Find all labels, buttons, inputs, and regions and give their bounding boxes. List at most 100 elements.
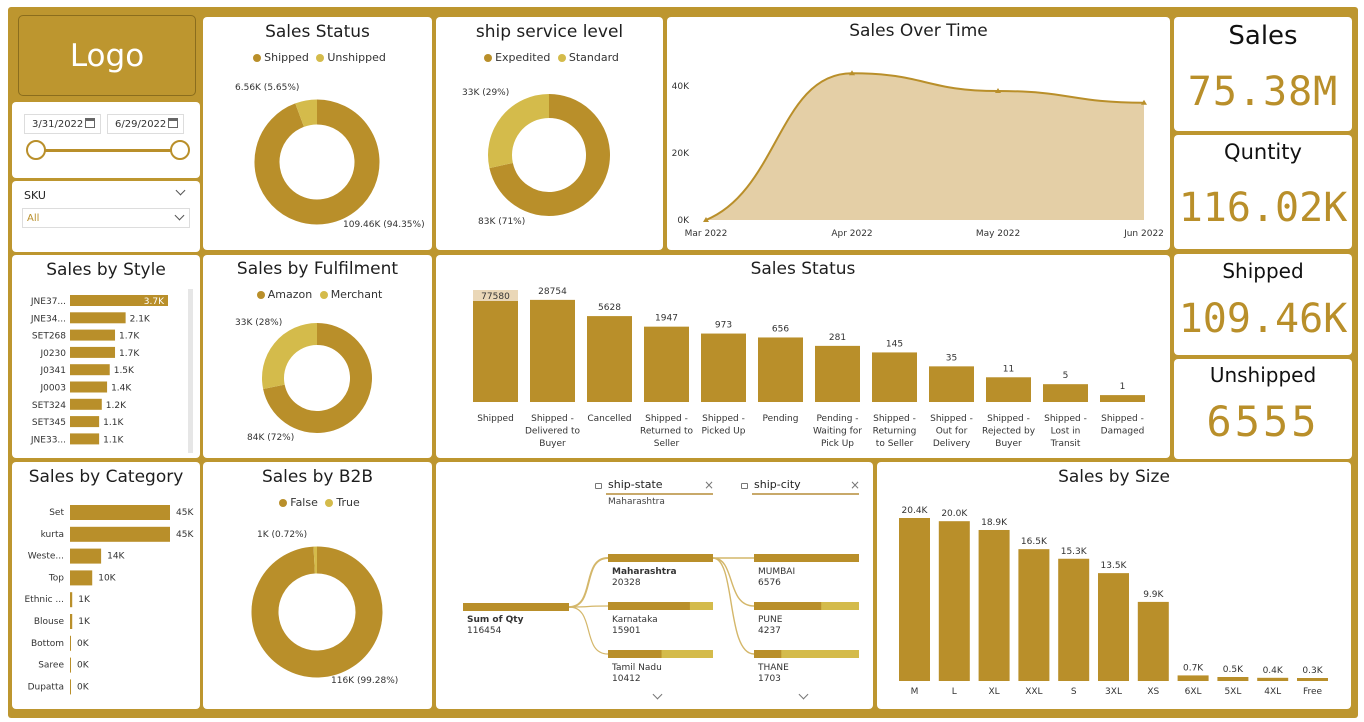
slice-label: 83K (71%)	[478, 217, 526, 227]
chart-title: Sales by B2B	[261, 467, 374, 487]
bar	[938, 521, 970, 681]
sales-by-category-card: Sales by Category Set 45K kurta 45K Weste...…	[12, 462, 200, 709]
root-bar	[463, 603, 569, 611]
data-label: 1.2K	[106, 401, 127, 411]
ship-service-donut	[488, 94, 610, 216]
category-label: Pick Up	[821, 439, 854, 449]
category-label: Pending	[763, 414, 799, 424]
city-label: MUMBAI	[758, 567, 795, 577]
data-label: 281	[829, 333, 846, 343]
chevron-down-icon[interactable]	[175, 185, 186, 196]
start-date-handle[interactable]	[26, 140, 46, 160]
end-date-input[interactable]: 6/29/2022	[107, 114, 184, 134]
kpi-title: Sales	[1228, 21, 1298, 51]
chart-title: Sales Status	[265, 22, 370, 42]
city-bar	[754, 602, 822, 610]
bar	[70, 592, 73, 608]
category-label: Cancelled	[587, 414, 631, 424]
category-label: Shipped -	[873, 414, 916, 424]
data-label: 18.9K	[981, 518, 1008, 528]
data-label: 15.3K	[1061, 547, 1088, 557]
bar	[70, 526, 170, 542]
bar	[70, 548, 102, 564]
category-label: Ethnic ...	[24, 595, 64, 605]
bar	[929, 366, 974, 402]
slice-label: 6.56K (5.65%)	[235, 83, 300, 93]
category-label: 6XL	[1185, 687, 1202, 697]
date-range-track	[36, 149, 182, 152]
b2b-donut	[251, 546, 383, 678]
city-bar	[754, 554, 859, 562]
data-label: 1.1K	[103, 435, 124, 445]
end-date-value: 6/29/2022	[115, 119, 167, 130]
sku-dropdown[interactable]: All	[22, 208, 190, 228]
data-label: 13.5K	[1101, 561, 1128, 571]
category-label: Lost in	[1051, 427, 1081, 437]
slice-label: 116K (99.28%)	[331, 676, 399, 686]
category-label: SET268	[32, 332, 66, 342]
category-label: Shipped -	[1101, 414, 1144, 424]
data-label: 45K	[176, 530, 194, 540]
end-date-handle[interactable]	[170, 140, 190, 160]
category-label: Set	[49, 508, 64, 518]
chart-title: Sales by Size	[1058, 467, 1170, 487]
sales-by-style-card: Sales by Style JNE37... 3.7K JNE34... 2.1K S…	[12, 255, 200, 458]
legend-dot	[316, 54, 325, 62]
bar	[644, 326, 689, 402]
legend-item: False	[290, 496, 318, 509]
data-label: 5	[1063, 371, 1069, 381]
kpi-title: Unshipped	[1209, 363, 1317, 387]
bar	[70, 635, 71, 651]
category-label: 3XL	[1105, 687, 1122, 697]
close-icon[interactable]: ×	[850, 478, 861, 492]
start-date-input[interactable]: 3/31/2022	[24, 114, 101, 134]
category-label: Bottom	[31, 639, 64, 649]
ship-service-donut-card: ship service level Expedited Standard 33…	[436, 17, 663, 250]
bar	[70, 416, 100, 428]
category-label: Transit	[1050, 439, 1081, 449]
category-label: Returned to	[640, 427, 694, 437]
data-label: 1.1K	[103, 418, 124, 428]
state-value: 20328	[612, 578, 641, 588]
series-line	[705, 72, 1145, 221]
bar	[70, 433, 100, 445]
state-value: 15901	[612, 626, 641, 636]
sales-by-b2b-card: Sales by B2B False True 1K (0.72%) 116K …	[203, 462, 432, 709]
lock-icon	[741, 483, 748, 489]
donut-slice	[295, 99, 318, 128]
bar	[70, 364, 110, 376]
bar	[1137, 601, 1169, 681]
filter-header-city[interactable]: ship-city	[754, 478, 801, 491]
state-label: Maharashtra	[612, 567, 677, 577]
category-label: Pending -	[816, 414, 858, 424]
data-point	[703, 217, 709, 222]
filter-header-state[interactable]: ship-state	[608, 478, 663, 491]
scrollbar[interactable]	[188, 289, 193, 453]
data-label: 10K	[98, 573, 116, 583]
bar	[70, 312, 126, 324]
data-label: 0K	[77, 661, 90, 671]
donut-slice	[262, 323, 318, 389]
donut-slice	[488, 94, 550, 169]
category-label: S	[1071, 687, 1077, 697]
category-label: JNE34...	[30, 314, 66, 324]
sku-dropdown-value: All	[27, 213, 40, 224]
category-label: to Seller	[876, 439, 914, 449]
y-tick-label: 40K	[672, 82, 690, 92]
state-bar	[608, 554, 713, 562]
category-label: Dupatta	[28, 682, 64, 692]
fulfilment-donut	[262, 323, 372, 433]
bar	[70, 570, 93, 586]
data-label: 1947	[655, 314, 678, 324]
data-label: 77580	[481, 292, 510, 302]
data-label: 145	[886, 339, 903, 349]
sales-by-size-chart: 20.4K M 20.0K L 18.9K XL 16.5K XXL 15.3K S 13.5K 3X…	[899, 506, 1328, 697]
close-icon[interactable]: ×	[704, 478, 715, 492]
bar	[70, 295, 168, 306]
category-label: XS	[1147, 687, 1159, 697]
slice-label: 33K (28%)	[235, 318, 283, 328]
chevron-down-icon	[174, 210, 185, 221]
root-label: Sum of Qty	[467, 615, 524, 625]
legend-dot	[279, 499, 288, 507]
